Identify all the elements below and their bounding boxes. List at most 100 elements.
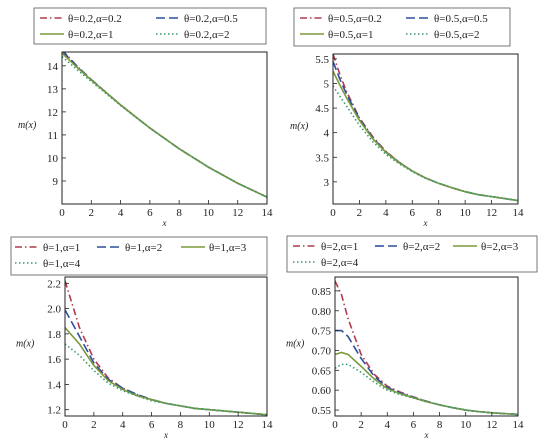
plot-frame — [64, 276, 268, 417]
y-tick-label: 1.2 — [47, 405, 61, 417]
panel-4: 0 2 4 6 8 10 12 14 0.55 0.60 0.65 0.70 0.75 0.80 0.85 x… — [286, 235, 538, 440]
y-tick-label: 5.5 — [315, 54, 329, 66]
legend-label: θ=2,α=2 — [403, 241, 440, 253]
y-tick-label: 2.0 — [47, 304, 61, 316]
x-tick-label: 0 — [62, 419, 68, 431]
series-line-3 — [333, 70, 518, 202]
x-tick-label: 0 — [59, 207, 65, 219]
legend-box — [33, 7, 267, 45]
legend-label: θ=1,α=3 — [209, 242, 247, 254]
y-tick-label: 1.4 — [47, 379, 61, 391]
x-tick-label: 14 — [262, 419, 274, 431]
series-line-1 — [63, 52, 267, 198]
series-line-3 — [62, 52, 267, 198]
y-tick-label: 0.85 — [312, 286, 332, 298]
x-tick-label: 10 — [460, 419, 472, 431]
y-tick-label: 3 — [324, 177, 330, 189]
legend-label: θ=0.5,α=2 — [434, 29, 479, 41]
x-tick-label: 10 — [203, 207, 215, 219]
panel-3: 0 2 4 6 8 10 12 14 1.2 1.4 1.6 1.8 2.0 2.2 x m(x) θ=1,α=… — [10, 236, 274, 440]
legend-label: θ=1,α=2 — [125, 242, 162, 254]
plot-frame — [334, 276, 519, 417]
x-tick-label: 8 — [176, 207, 182, 219]
x-tick-label: 4 — [385, 419, 391, 431]
legend-box — [293, 7, 511, 47]
series-line-1 — [335, 280, 518, 416]
panel-1: 0 2 4 6 8 10 12 14 9 10 11 12 13 14 x m(x) θ=0.2,α=0.2 θ=… — [18, 7, 274, 228]
legend-label: θ=1,α=1 — [43, 242, 80, 254]
y-tick-label: 0.65 — [312, 365, 332, 377]
y-tick-label: 11 — [47, 130, 58, 142]
x-axis-label: x — [163, 430, 168, 440]
y-tick-label: 4.5 — [315, 103, 329, 115]
x-tick-label: 14 — [513, 419, 525, 431]
plot-frame — [61, 51, 268, 205]
x-tick-label: 12 — [232, 207, 243, 219]
x-tick-label: 12 — [233, 419, 244, 431]
x-tick-label: 10 — [204, 419, 216, 431]
legend: θ=0.5,α=0.2 θ=0.5,α=0.5 θ=0.5,α=1 θ=0.5,α=2 — [293, 7, 511, 47]
x-axis-label: x — [424, 430, 429, 440]
series-line-1 — [65, 280, 267, 416]
x-tick-label: 2 — [357, 207, 363, 219]
legend: θ=1,α=1 θ=1,α=2 θ=1,α=3 θ=1,α=4 — [10, 236, 268, 276]
x-axis-label: x — [162, 218, 167, 228]
y-tick-label: 0.60 — [312, 385, 332, 397]
x-tick-label: 12 — [486, 419, 497, 431]
y-axis-label: m(x) — [16, 339, 35, 350]
y-tick-label: 0.70 — [312, 345, 332, 357]
legend: θ=2,α=1 θ=2,α=2 θ=2,α=3 θ=2,α=4 — [286, 235, 538, 273]
x-tick-label: 2 — [358, 419, 364, 431]
x-tick-label: 2 — [89, 207, 95, 219]
legend-label: θ=0.5,α=1 — [328, 29, 373, 41]
y-tick-label: 1.6 — [47, 354, 61, 366]
y-tick-label: 14 — [47, 61, 59, 73]
x-tick-label: 2 — [91, 419, 97, 431]
y-tick-label: 10 — [47, 153, 59, 165]
plot-frame — [332, 53, 519, 205]
x-tick-label: 10 — [460, 207, 472, 219]
x-tick-label: 14 — [262, 207, 274, 219]
y-tick-label: 0.75 — [312, 326, 332, 338]
series-line-4 — [335, 363, 518, 416]
y-tick-label: 5 — [324, 79, 330, 91]
series-line-4 — [62, 56, 267, 198]
y-tick-label: 9 — [53, 176, 59, 188]
x-tick-label: 0 — [330, 207, 336, 219]
x-tick-label: 14 — [513, 207, 525, 219]
legend-label: θ=2,α=4 — [321, 257, 359, 269]
y-tick-label: 12 — [47, 107, 58, 119]
y-tick-label: 4 — [324, 128, 330, 140]
legend: θ=0.2,α=0.2 θ=0.2,α=0.5 θ=0.2,α=1 θ=0.2,α=2 — [33, 7, 267, 45]
legend-box — [10, 236, 268, 276]
legend-label: θ=0.5,α=0.5 — [434, 13, 488, 25]
x-tick-label: 8 — [436, 207, 442, 219]
x-tick-label: 8 — [178, 419, 184, 431]
x-axis-label: x — [423, 218, 428, 228]
legend-label: θ=0.5,α=0.2 — [328, 13, 382, 25]
x-tick-label: 8 — [437, 419, 443, 431]
series-line-4 — [333, 85, 518, 202]
y-tick-label: 0.55 — [312, 405, 332, 417]
y-tick-label: 1.8 — [47, 329, 61, 341]
x-tick-label: 4 — [118, 207, 124, 219]
y-tick-label: 13 — [47, 84, 59, 96]
x-tick-label: 4 — [383, 207, 389, 219]
y-tick-label: 0.80 — [312, 306, 332, 318]
y-tick-label: 2.2 — [47, 278, 61, 290]
series-line-2 — [62, 52, 267, 198]
x-tick-label: 6 — [410, 207, 416, 219]
y-axis-label: m(x) — [286, 339, 305, 350]
y-axis-label: m(x) — [18, 120, 37, 131]
x-tick-label: 6 — [147, 207, 153, 219]
series-line-3 — [335, 351, 518, 416]
x-tick-label: 0 — [332, 419, 338, 431]
y-axis-label: m(x) — [290, 121, 309, 132]
series-line-4 — [65, 343, 267, 416]
legend-label: θ=1,α=4 — [43, 258, 81, 270]
legend-label: θ=0.2,α=1 — [68, 29, 113, 41]
y-tick-label: 3.5 — [315, 152, 329, 164]
legend-label: θ=2,α=1 — [321, 241, 358, 253]
